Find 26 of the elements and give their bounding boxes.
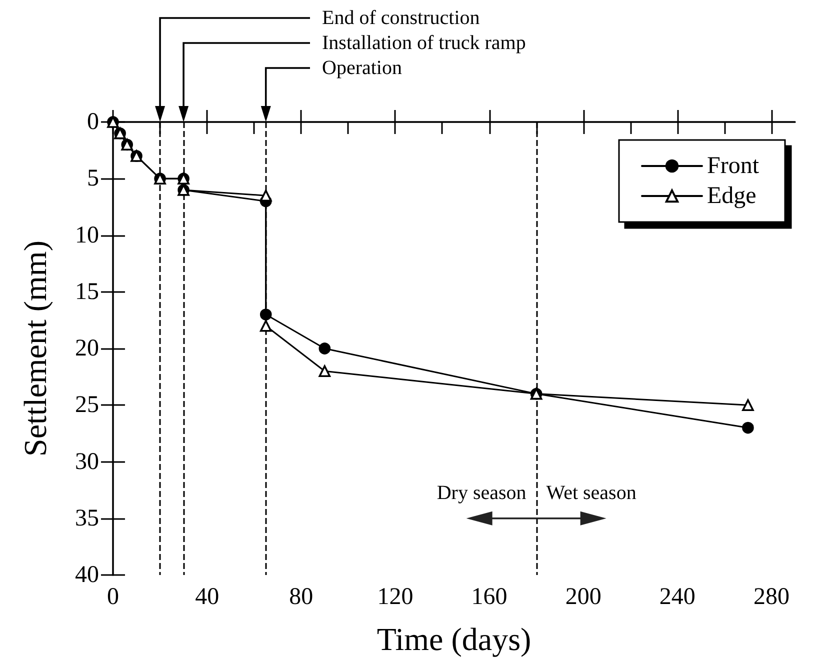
y-tick-label: 10: [75, 222, 99, 248]
legend-label: Edge: [706, 183, 756, 209]
x-tick-label: 80: [289, 584, 314, 610]
x-tick-label: 40: [195, 584, 220, 610]
text: End of construction: [322, 7, 480, 29]
y-tick-label: 15: [75, 278, 99, 305]
y-tick-label: 40: [75, 562, 99, 588]
x-tick-label: 280: [753, 584, 790, 610]
x-tick-label: 0: [107, 584, 119, 610]
y-axis-title: Settlement (mm): [17, 240, 53, 456]
legend-label: Front: [706, 153, 760, 179]
annotation: Dry season: [436, 482, 526, 504]
x-axis-title: Time (days): [376, 621, 532, 657]
x-tick-label: 200: [565, 584, 602, 610]
y-tick-label: 25: [75, 392, 99, 418]
y-tick-label: 30: [75, 448, 99, 475]
text: Installation of truck ramp: [322, 32, 526, 54]
x-tick-label: 240: [659, 584, 696, 610]
y-tick-label: 5: [87, 166, 99, 192]
text: Operation: [322, 57, 402, 79]
x-tick-label: 160: [471, 584, 508, 610]
annotation: Wet season: [546, 482, 636, 504]
x-tick-label: 120: [377, 584, 414, 610]
y-tick-label: 0: [87, 109, 99, 135]
y-tick-label: 20: [75, 336, 99, 362]
y-tick-label: 35: [75, 505, 99, 532]
